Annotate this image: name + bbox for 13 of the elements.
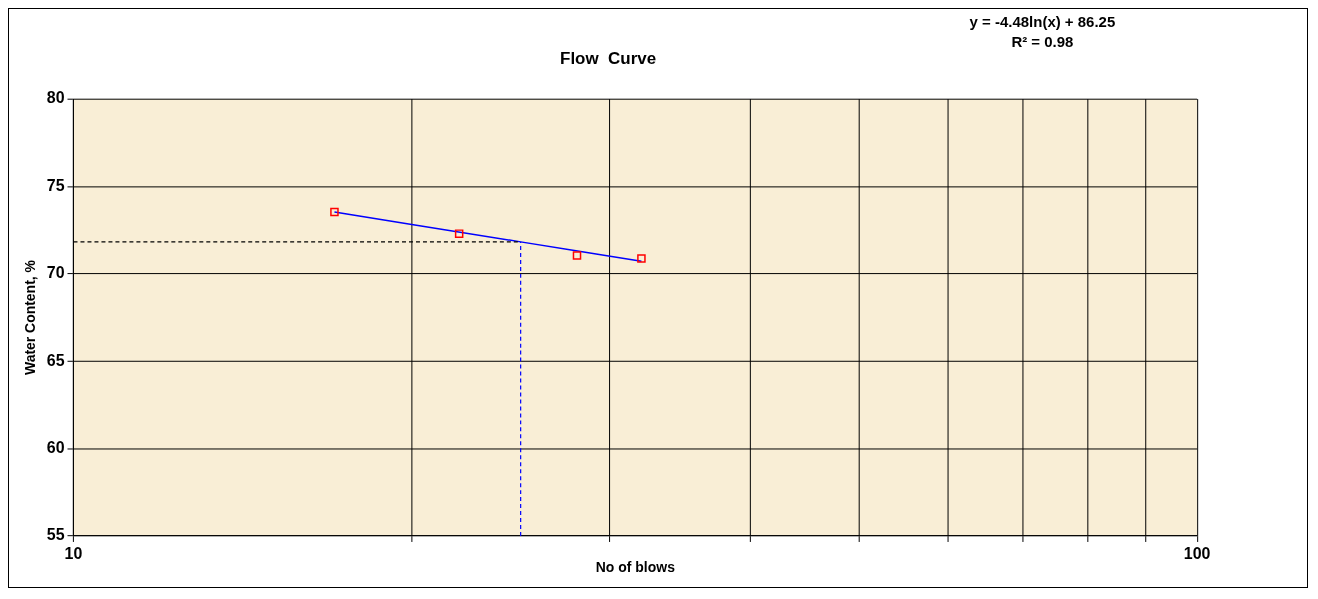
text: y = -4.48ln(x) + 86.25 (969, 12, 1116, 30)
text: R² = 0.98 (1011, 32, 1074, 50)
y-tick-label: 60 (46, 439, 65, 456)
y-tick-label: 70 (46, 264, 65, 282)
x-tick-label: 100 (1183, 544, 1211, 562)
y-tick-label: 65 (46, 351, 65, 369)
x-axis-title: No of blows (595, 558, 676, 575)
y-axis-title: Water Content, % (22, 259, 39, 375)
y-tick-label: 80 (46, 89, 65, 107)
y-tick-label: 55 (46, 526, 65, 544)
chart-title: Flow Curve (560, 48, 657, 68)
y-tick-label: 75 (46, 176, 65, 194)
x-tick-label: 10 (64, 544, 83, 562)
